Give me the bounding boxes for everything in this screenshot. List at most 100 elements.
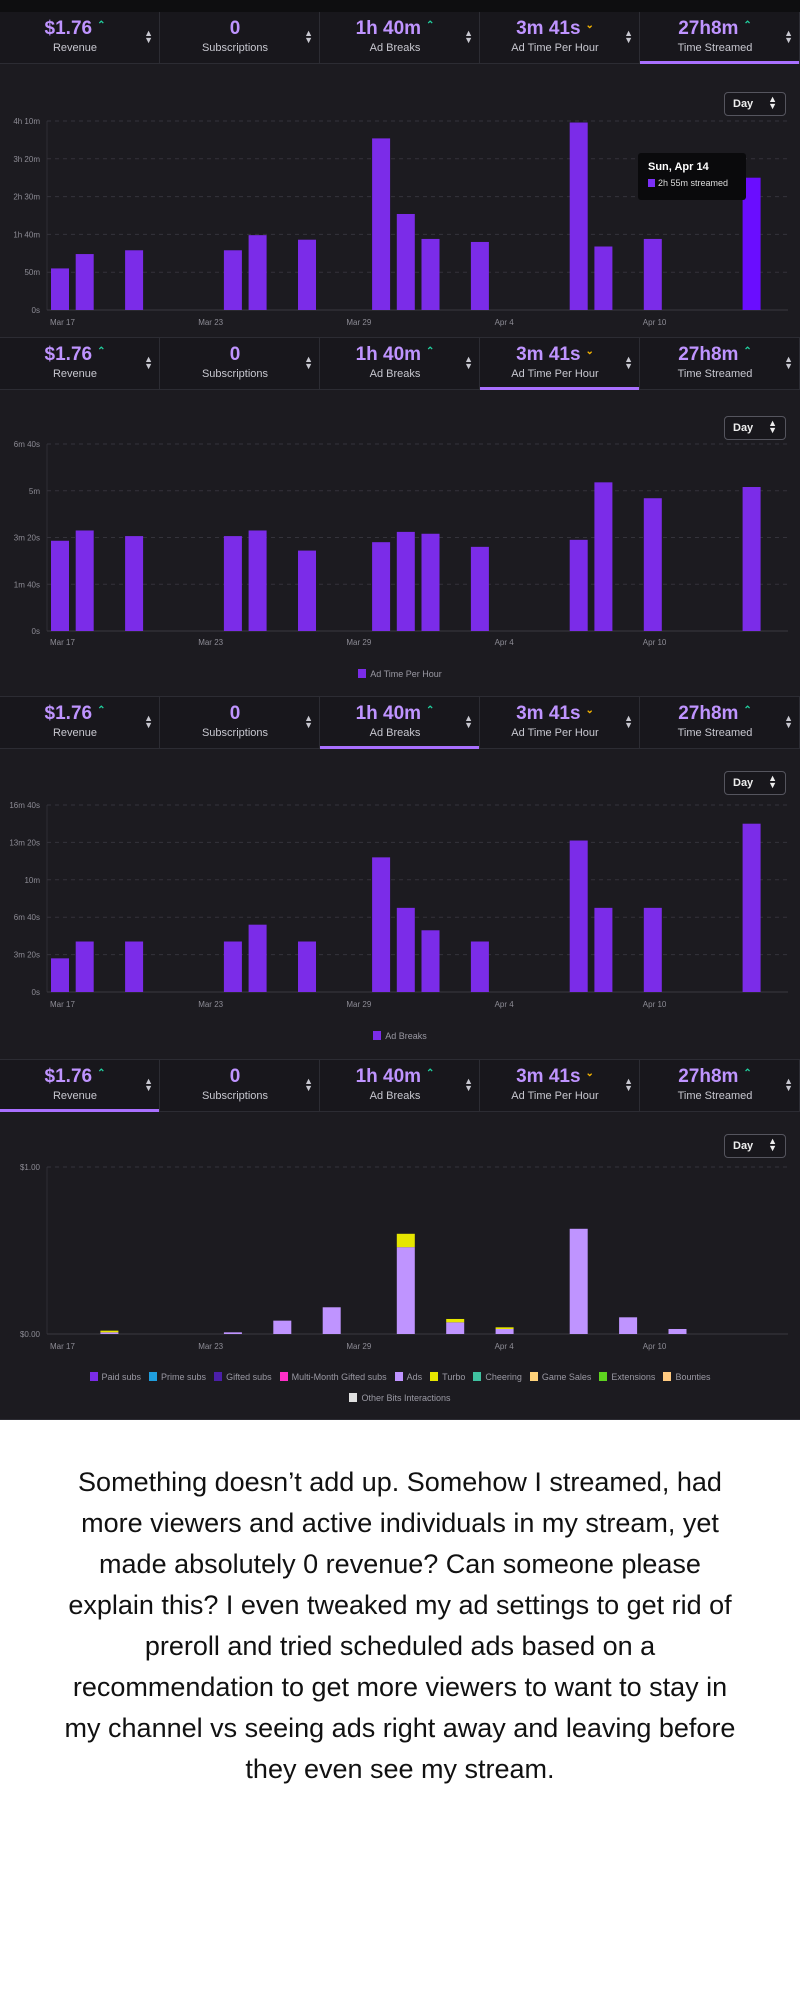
bar-ad-time-per-hour[interactable] bbox=[51, 540, 69, 631]
stat-tab-ad-time-per-hour[interactable]: 3m 41s ⌄ Ad Time Per Hour ▲ ▼ bbox=[480, 338, 640, 390]
sort-icon[interactable]: ▲ ▼ bbox=[464, 1076, 473, 1093]
bar-ad-time-per-hour[interactable] bbox=[643, 498, 662, 631]
sort-icon[interactable]: ▲ ▼ bbox=[464, 354, 473, 371]
legend-item[interactable]: Other Bits Interactions bbox=[349, 1388, 451, 1409]
bar-ads[interactable] bbox=[223, 1332, 242, 1334]
legend-item[interactable]: Paid subs bbox=[89, 1367, 141, 1388]
bar-value[interactable] bbox=[569, 122, 588, 311]
sort-icon[interactable]: ▲ ▼ bbox=[624, 713, 633, 730]
bar-value[interactable] bbox=[51, 268, 69, 310]
legend-item[interactable]: Cheering bbox=[473, 1367, 522, 1388]
bar-ads[interactable] bbox=[569, 1228, 588, 1334]
sort-icon[interactable]: ▲ ▼ bbox=[624, 354, 633, 371]
bar-ad-time-per-hour[interactable] bbox=[223, 536, 242, 631]
bar-ad-breaks[interactable] bbox=[75, 941, 94, 992]
stat-tab-ad-breaks[interactable]: 1h 40m ⌃ Ad Breaks ▲ ▼ bbox=[320, 12, 480, 63]
bar-ad-time-per-hour[interactable] bbox=[75, 530, 94, 631]
bar-turbo[interactable] bbox=[396, 1233, 415, 1248]
sort-icon[interactable]: ▲ ▼ bbox=[304, 713, 313, 730]
bar-turbo[interactable] bbox=[495, 1327, 514, 1329]
bar-value[interactable] bbox=[298, 239, 316, 310]
stat-tab-subscriptions[interactable]: 0 Subscriptions ▲ ▼ bbox=[160, 338, 320, 389]
stat-tab-ad-time-per-hour[interactable]: 3m 41s ⌄ Ad Time Per Hour ▲ ▼ bbox=[480, 12, 640, 63]
bar-ad-time-per-hour[interactable] bbox=[742, 487, 761, 631]
stat-tab-ad-time-per-hour[interactable]: 3m 41s ⌄ Ad Time Per Hour ▲ ▼ bbox=[480, 1060, 640, 1111]
bar-ad-time-per-hour[interactable] bbox=[298, 550, 316, 631]
bar-value[interactable] bbox=[396, 213, 415, 310]
sort-icon[interactable]: ▲ ▼ bbox=[304, 28, 313, 45]
bar-value[interactable] bbox=[643, 238, 662, 310]
stat-tab-ad-breaks[interactable]: 1h 40m ⌃ Ad Breaks ▲ ▼ bbox=[320, 697, 480, 749]
sort-icon[interactable]: ▲ ▼ bbox=[304, 1076, 313, 1093]
bar-ad-breaks[interactable] bbox=[470, 941, 489, 992]
bar-value[interactable] bbox=[248, 235, 267, 310]
sort-icon[interactable]: ▲ ▼ bbox=[144, 28, 153, 45]
stat-tab-ad-time-per-hour[interactable]: 3m 41s ⌄ Ad Time Per Hour ▲ ▼ bbox=[480, 697, 640, 748]
stat-tab-time-streamed[interactable]: 27h8m ⌃ Time Streamed ▲ ▼ bbox=[640, 1060, 800, 1111]
sort-icon[interactable]: ▲ ▼ bbox=[464, 28, 473, 45]
stat-tab-revenue[interactable]: $1.76 ⌃ Revenue ▲ ▼ bbox=[0, 697, 160, 748]
sort-icon[interactable]: ▲ ▼ bbox=[144, 1076, 153, 1093]
bar-value[interactable] bbox=[470, 241, 489, 310]
stat-tab-time-streamed[interactable]: 27h8m ⌃ Time Streamed ▲ ▼ bbox=[640, 338, 800, 389]
sort-icon[interactable]: ▲ ▼ bbox=[784, 28, 793, 45]
stat-tab-ad-breaks[interactable]: 1h 40m ⌃ Ad Breaks ▲ ▼ bbox=[320, 1060, 480, 1111]
bar-ads[interactable] bbox=[446, 1322, 465, 1334]
bar-ads[interactable] bbox=[273, 1320, 292, 1334]
interval-dropdown[interactable]: Day ▲ ▼ bbox=[724, 92, 786, 116]
legend-item[interactable]: Ad Time Per Hour bbox=[358, 664, 442, 685]
legend-item[interactable]: Gifted subs bbox=[214, 1367, 272, 1388]
stat-tab-time-streamed[interactable]: 27h8m ⌃ Time Streamed ▲ ▼ bbox=[640, 12, 800, 64]
bar-ad-breaks[interactable] bbox=[298, 941, 316, 992]
sort-icon[interactable]: ▲ ▼ bbox=[784, 354, 793, 371]
sort-icon[interactable]: ▲ ▼ bbox=[624, 28, 633, 45]
sort-icon[interactable]: ▲ ▼ bbox=[624, 1076, 633, 1093]
stat-tab-subscriptions[interactable]: 0 Subscriptions ▲ ▼ bbox=[160, 12, 320, 63]
bar-ad-breaks[interactable] bbox=[125, 941, 144, 992]
bar-ads[interactable] bbox=[619, 1317, 638, 1334]
bar-ad-breaks[interactable] bbox=[569, 840, 588, 992]
bar-ad-breaks[interactable] bbox=[372, 857, 391, 992]
bar-value[interactable] bbox=[75, 254, 94, 310]
bar-ad-time-per-hour[interactable] bbox=[470, 546, 489, 631]
bar-ad-breaks[interactable] bbox=[223, 941, 242, 992]
stat-tab-subscriptions[interactable]: 0 Subscriptions ▲ ▼ bbox=[160, 697, 320, 748]
stat-tab-ad-breaks[interactable]: 1h 40m ⌃ Ad Breaks ▲ ▼ bbox=[320, 338, 480, 389]
legend-item[interactable]: Bounties bbox=[663, 1367, 710, 1388]
bar-ad-time-per-hour[interactable] bbox=[125, 536, 144, 631]
bar-ad-time-per-hour[interactable] bbox=[594, 482, 613, 631]
bar-value[interactable] bbox=[125, 250, 144, 310]
legend-item[interactable]: Ad Breaks bbox=[373, 1026, 427, 1047]
legend-item[interactable]: Turbo bbox=[430, 1367, 465, 1388]
legend-item[interactable]: Extensions bbox=[599, 1367, 655, 1388]
bar-ads[interactable] bbox=[495, 1328, 514, 1334]
bar-ad-time-per-hour[interactable] bbox=[421, 533, 440, 631]
bar-ad-breaks[interactable] bbox=[421, 930, 440, 992]
stat-tab-revenue[interactable]: $1.76 ⌃ Revenue ▲ ▼ bbox=[0, 12, 160, 63]
sort-icon[interactable]: ▲ ▼ bbox=[144, 354, 153, 371]
sort-icon[interactable]: ▲ ▼ bbox=[144, 713, 153, 730]
stat-tab-time-streamed[interactable]: 27h8m ⌃ Time Streamed ▲ ▼ bbox=[640, 697, 800, 748]
bar-ad-breaks[interactable] bbox=[643, 907, 662, 992]
stat-tab-subscriptions[interactable]: 0 Subscriptions ▲ ▼ bbox=[160, 1060, 320, 1111]
bar-ad-breaks[interactable] bbox=[248, 924, 267, 992]
bar-value[interactable] bbox=[223, 250, 242, 310]
legend-item[interactable]: Multi-Month Gifted subs bbox=[279, 1367, 387, 1388]
bar-turbo[interactable] bbox=[100, 1330, 119, 1333]
bar-ad-breaks[interactable] bbox=[594, 907, 613, 992]
legend-item[interactable]: Game Sales bbox=[529, 1367, 591, 1388]
interval-dropdown[interactable]: Day ▲ ▼ bbox=[724, 771, 786, 795]
bar-ads[interactable] bbox=[100, 1332, 119, 1334]
sort-icon[interactable]: ▲ ▼ bbox=[784, 1076, 793, 1093]
bar-ad-time-per-hour[interactable] bbox=[569, 539, 588, 631]
bar-ad-breaks[interactable] bbox=[742, 823, 761, 992]
bar-value[interactable] bbox=[372, 138, 391, 310]
bar-ads[interactable] bbox=[668, 1328, 687, 1334]
legend-item[interactable]: Ads bbox=[394, 1367, 422, 1388]
stat-tab-revenue[interactable]: $1.76 ⌃ Revenue ▲ ▼ bbox=[0, 1060, 160, 1112]
bar-value[interactable] bbox=[421, 238, 440, 310]
bar-turbo[interactable] bbox=[446, 1318, 465, 1323]
sort-icon[interactable]: ▲ ▼ bbox=[464, 713, 473, 730]
sort-icon[interactable]: ▲ ▼ bbox=[784, 713, 793, 730]
bar-value[interactable] bbox=[594, 246, 613, 310]
